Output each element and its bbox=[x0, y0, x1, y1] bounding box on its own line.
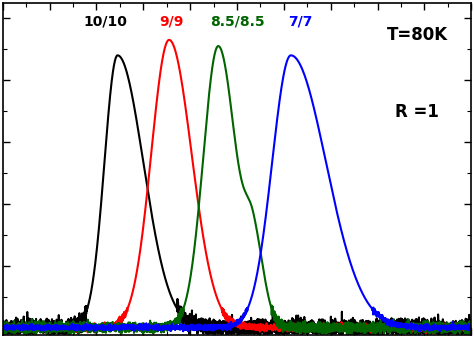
Text: 7/7: 7/7 bbox=[288, 15, 312, 28]
Text: 8.5/8.5: 8.5/8.5 bbox=[210, 15, 264, 28]
Text: T=80K: T=80K bbox=[387, 26, 448, 44]
Text: 10/10: 10/10 bbox=[84, 15, 128, 28]
Text: 9/9: 9/9 bbox=[159, 15, 183, 28]
Text: R =1: R =1 bbox=[395, 102, 439, 121]
